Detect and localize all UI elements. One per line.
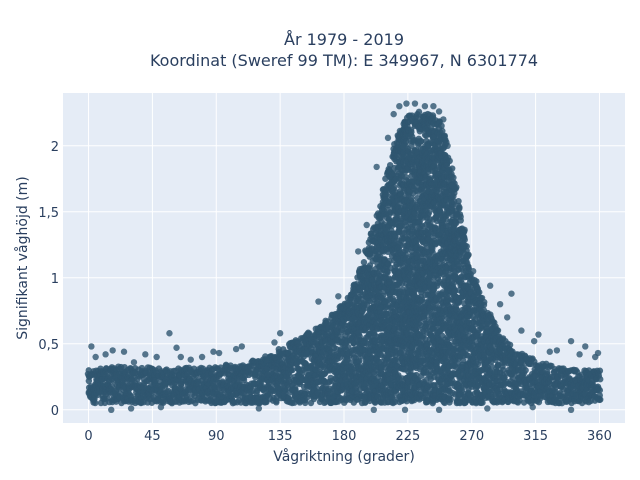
data-point (92, 399, 99, 407)
data-point (360, 259, 368, 266)
data-point (449, 165, 456, 172)
data-point (264, 371, 272, 378)
data-point (391, 184, 398, 191)
data-point (126, 391, 134, 399)
data-point (408, 128, 415, 136)
data-point (356, 357, 363, 365)
data-point (337, 329, 345, 336)
data-point (347, 359, 355, 366)
data-point (286, 372, 293, 379)
data-point (393, 330, 401, 337)
data-point (178, 381, 185, 388)
data-point (446, 157, 453, 165)
data-point (273, 399, 280, 406)
data-points (84, 100, 604, 413)
data-point (289, 366, 296, 374)
